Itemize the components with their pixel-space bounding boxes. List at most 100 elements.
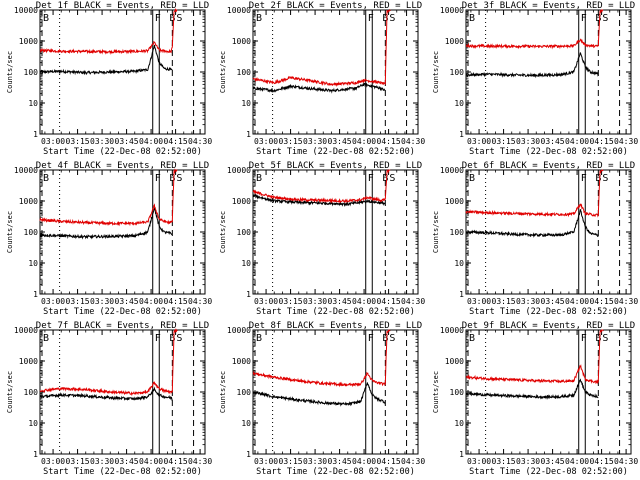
x-tick-label: 03:15 — [66, 137, 90, 146]
x-tick-label: 03:15 — [492, 297, 516, 306]
x-tick-label: 03:00 — [41, 297, 65, 306]
region-label-b-right: B — [169, 13, 175, 24]
x-tick-label: 04:30 — [188, 137, 212, 146]
x-axis-label: Start Time (22-Dec-08 02:52:00) — [43, 307, 202, 317]
x-tick-label: 04:15 — [164, 297, 188, 306]
series-line-lld — [39, 8, 178, 55]
y-tick-label: 1 — [33, 130, 38, 139]
region-label-s: S — [602, 13, 608, 24]
x-tick-label: 03:45 — [541, 137, 565, 146]
x-tick-label: 03:45 — [541, 457, 565, 466]
x-tick-label: 03:30 — [303, 457, 327, 466]
detector-panel-9: Det 9f BLACK = Events, RED = LLD 1 10 100 10… — [432, 321, 638, 477]
x-tick-label: 03:00 — [41, 457, 65, 466]
region-label-b-left: B — [43, 333, 49, 344]
series-line-events — [465, 52, 599, 79]
region-label-b-right: B — [382, 173, 388, 184]
y-axis-label: Counts/sec — [219, 211, 227, 253]
panel-title: Det 3f BLACK = Events, RED = LLD — [462, 1, 635, 11]
detector-panel-8: Det 8f BLACK = Events, RED = LLD 1 10 100 10… — [219, 321, 425, 477]
region-label-f: F — [368, 173, 374, 184]
x-axis-label: Start Time (22-Dec-08 02:52:00) — [256, 307, 415, 317]
region-label-s: S — [176, 333, 182, 344]
y-tick-label: 10000 — [227, 166, 251, 175]
y-axis-label: Counts/sec — [6, 211, 14, 253]
detector-panel-5: Det 5f BLACK = Events, RED = LLD 1 10 100 10… — [219, 161, 425, 317]
region-label-f: F — [368, 333, 374, 344]
x-tick-label: 03:45 — [115, 137, 139, 146]
region-label-s: S — [389, 333, 395, 344]
plot-frame — [465, 329, 632, 455]
plot-frame — [252, 9, 419, 135]
x-tick-label: 04:15 — [590, 137, 614, 146]
x-tick-label: 04:15 — [590, 457, 614, 466]
region-label-b-left: B — [469, 13, 475, 24]
y-tick-label: 100 — [237, 228, 252, 237]
y-axis-label: Counts/sec — [219, 371, 227, 413]
region-label-b-right: B — [595, 13, 601, 24]
panel-title: Det 7f BLACK = Events, RED = LLD — [36, 321, 209, 331]
x-tick-label: 03:00 — [467, 137, 491, 146]
x-axis-label: Start Time (22-Dec-08 02:52:00) — [469, 467, 628, 477]
panel-title: Det 2f BLACK = Events, RED = LLD — [249, 1, 422, 11]
x-tick-label: 03:45 — [328, 297, 352, 306]
region-label-b-left: B — [469, 173, 475, 184]
y-tick-label: 10000 — [227, 326, 251, 335]
y-tick-label: 100 — [24, 228, 39, 237]
detector-panel-1: Det 1f BLACK = Events, RED = LLD 1 10 100 10… — [6, 1, 212, 157]
region-label-b-right: B — [595, 173, 601, 184]
y-axis-label: Counts/sec — [6, 51, 14, 93]
x-axis-label: Start Time (22-Dec-08 02:52:00) — [256, 147, 415, 157]
region-label-f: F — [581, 333, 587, 344]
x-tick-label: 04:00 — [565, 297, 589, 306]
region-label-s: S — [602, 173, 608, 184]
y-tick-label: 10000 — [14, 6, 38, 15]
x-tick-label: 03:15 — [66, 297, 90, 306]
x-tick-label: 03:30 — [303, 137, 327, 146]
region-label-s: S — [602, 333, 608, 344]
plot-frame — [252, 329, 419, 455]
x-axis-label: Start Time (22-Dec-08 02:52:00) — [43, 147, 202, 157]
y-tick-label: 10 — [241, 99, 251, 108]
x-tick-label: 04:30 — [614, 137, 638, 146]
series-line-lld — [252, 8, 391, 87]
x-tick-label: 04:30 — [188, 297, 212, 306]
series-line-events — [39, 207, 173, 240]
region-label-s: S — [389, 13, 395, 24]
y-tick-label: 100 — [450, 228, 465, 237]
region-label-b-right: B — [169, 173, 175, 184]
x-tick-label: 04:30 — [401, 457, 425, 466]
y-tick-label: 1 — [33, 290, 38, 299]
region-label-b-right: B — [169, 333, 175, 344]
x-tick-label: 03:15 — [279, 457, 303, 466]
y-tick-label: 1000 — [19, 37, 38, 46]
y-tick-label: 100 — [24, 68, 39, 77]
x-tick-label: 04:15 — [590, 297, 614, 306]
panel-title: Det 9f BLACK = Events, RED = LLD — [462, 321, 635, 331]
series-line-events — [465, 209, 599, 238]
y-tick-label: 10 — [28, 259, 38, 268]
region-label-b-left: B — [256, 13, 262, 24]
y-tick-label: 1000 — [19, 357, 38, 366]
y-tick-label: 10000 — [14, 166, 38, 175]
plot-frame — [252, 169, 419, 295]
detector-panel-2: Det 2f BLACK = Events, RED = LLD 1 10 100 10… — [219, 1, 425, 157]
x-tick-label: 03:00 — [41, 137, 65, 146]
x-tick-label: 04:15 — [164, 457, 188, 466]
region-label-b-left: B — [256, 333, 262, 344]
series-line-lld — [39, 168, 178, 227]
x-tick-label: 04:30 — [401, 137, 425, 146]
series-line-events — [465, 378, 599, 400]
x-tick-label: 03:45 — [328, 457, 352, 466]
x-tick-label: 03:45 — [328, 137, 352, 146]
x-tick-label: 04:30 — [614, 297, 638, 306]
series-line-events — [39, 44, 173, 76]
x-tick-label: 03:30 — [90, 137, 114, 146]
y-tick-label: 10 — [28, 99, 38, 108]
series-line-lld — [465, 9, 604, 50]
x-tick-label: 04:30 — [188, 457, 212, 466]
region-label-s: S — [176, 173, 182, 184]
x-tick-label: 04:15 — [377, 297, 401, 306]
x-tick-label: 04:15 — [164, 137, 188, 146]
y-axis-label: Counts/sec — [432, 51, 440, 93]
